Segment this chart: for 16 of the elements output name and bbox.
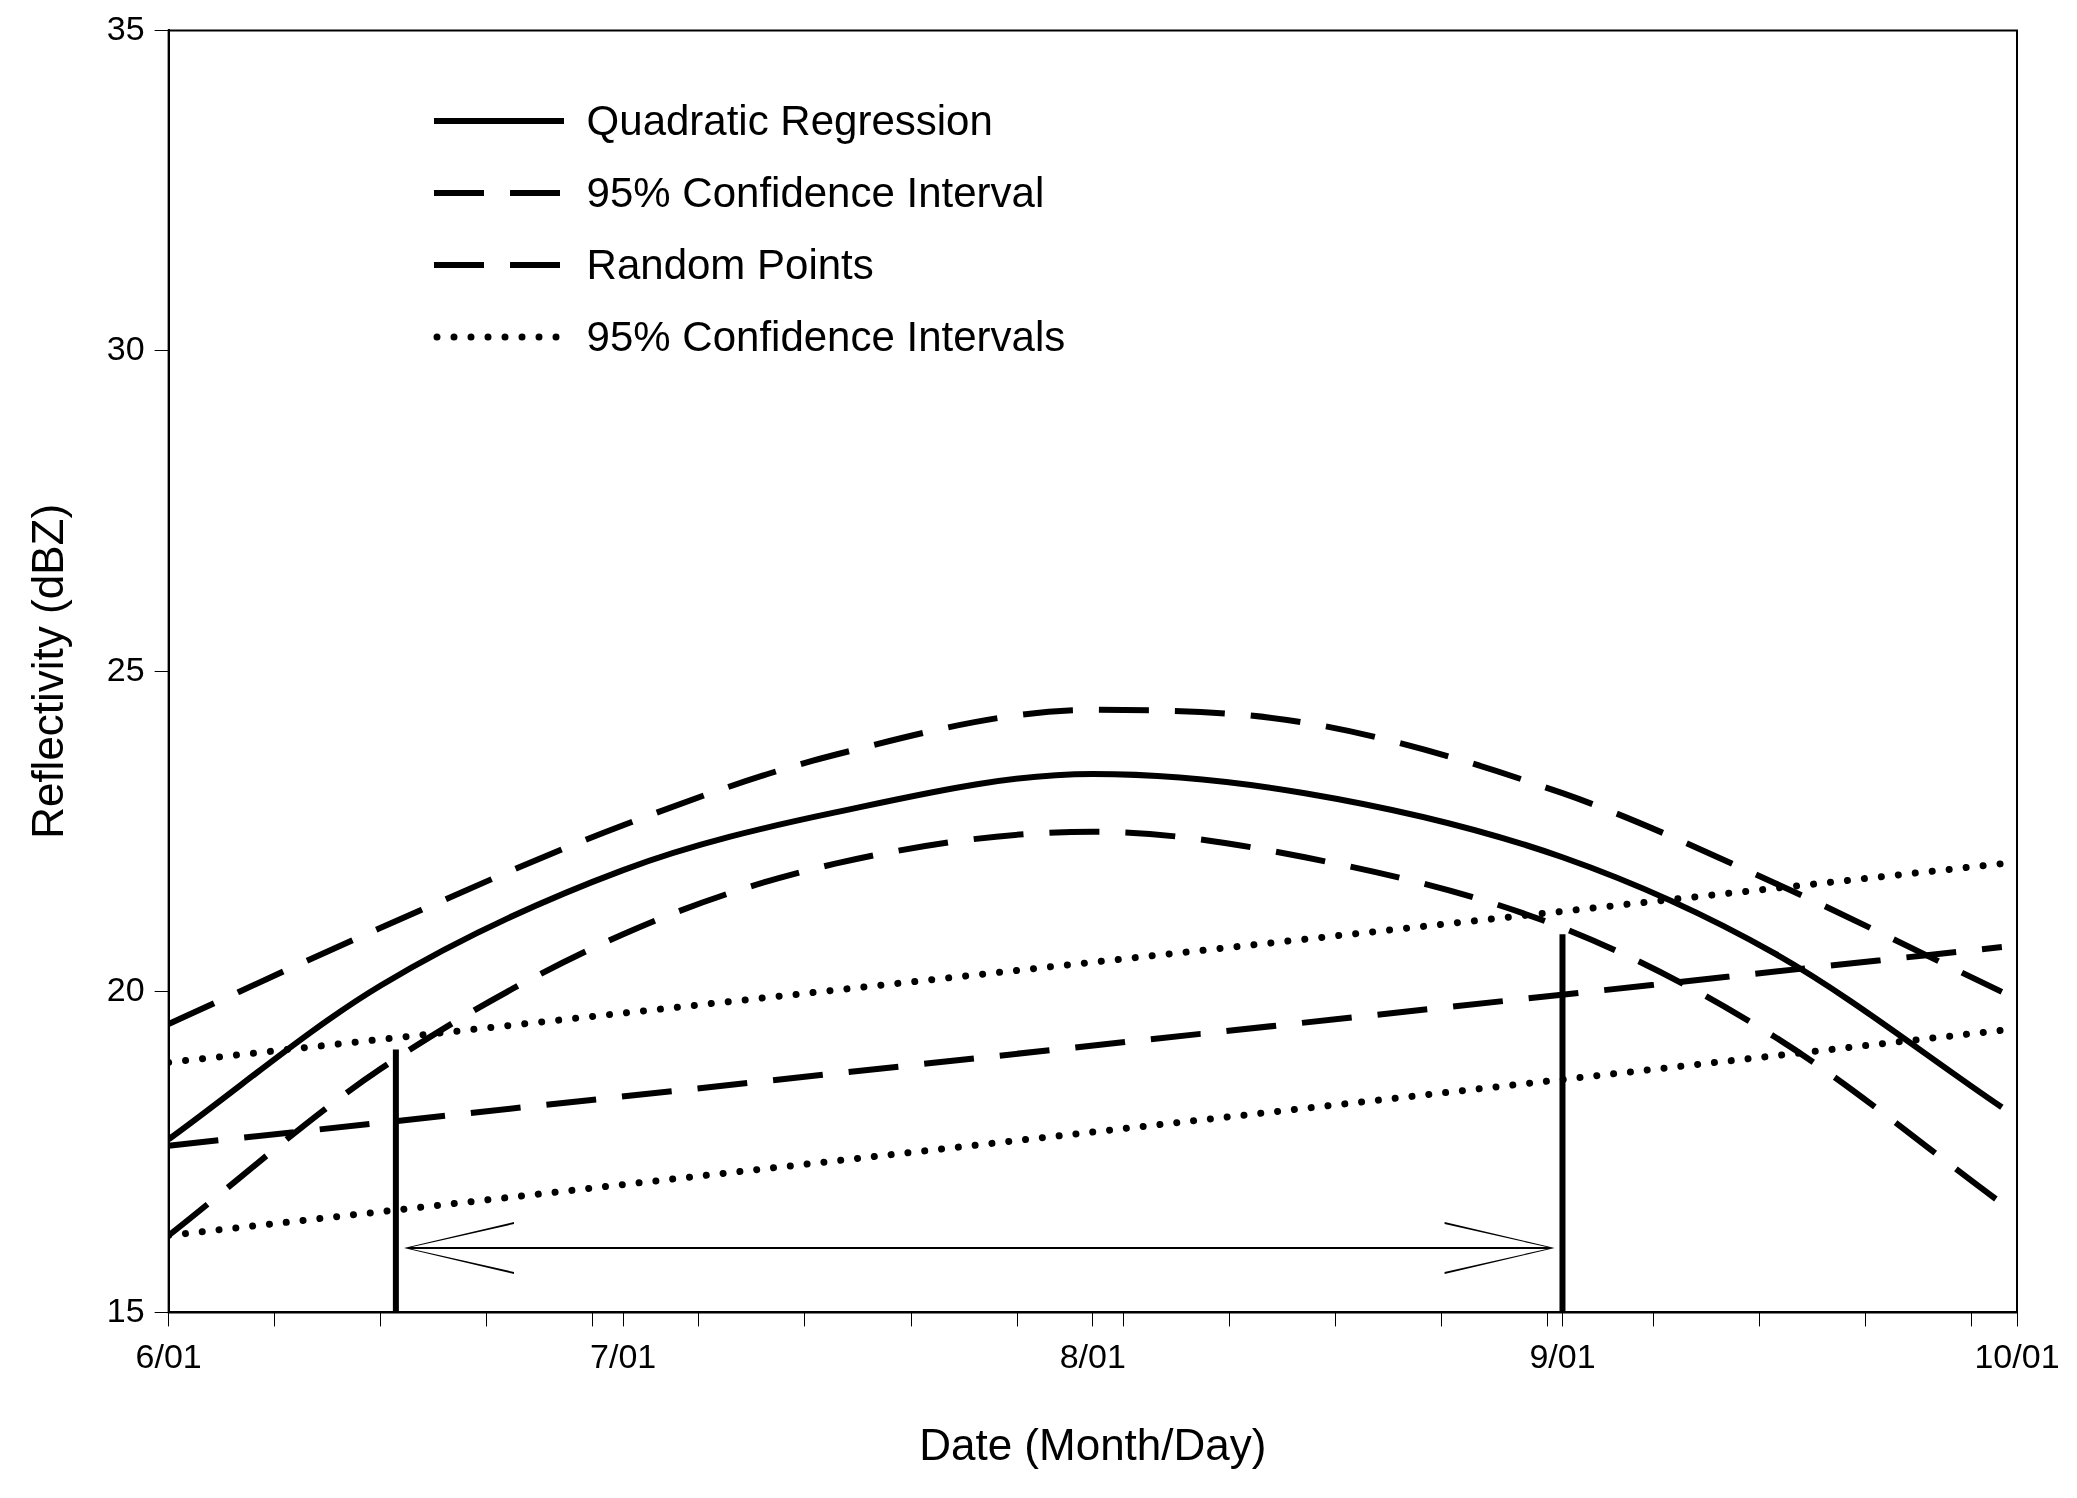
x-tick-label: 8/01 [1059, 1337, 1126, 1376]
x-tick-label: 7/01 [590, 1337, 657, 1376]
x-axis-title: Date (Month/Day) [919, 1419, 1267, 1469]
x-tick-label: 9/01 [1529, 1337, 1596, 1376]
y-tick-label: 30 [106, 329, 145, 368]
legend-label: 95% Confidence Interval [586, 169, 1045, 218]
legend-label: Random Points [586, 241, 874, 290]
y-tick-label: 15 [106, 1290, 145, 1329]
x-tick-label: 10/01 [1974, 1337, 2060, 1376]
y-tick-label: 20 [106, 970, 145, 1009]
y-tick-label: 35 [106, 8, 145, 47]
legend-label: Quadratic Regression [586, 97, 993, 146]
x-tick-label: 6/01 [135, 1337, 202, 1376]
y-tick-label: 25 [106, 649, 145, 688]
y-axis-title: Reflectivity (dBZ) [22, 503, 72, 839]
legend-label: 95% Confidence Intervals [586, 313, 1066, 362]
